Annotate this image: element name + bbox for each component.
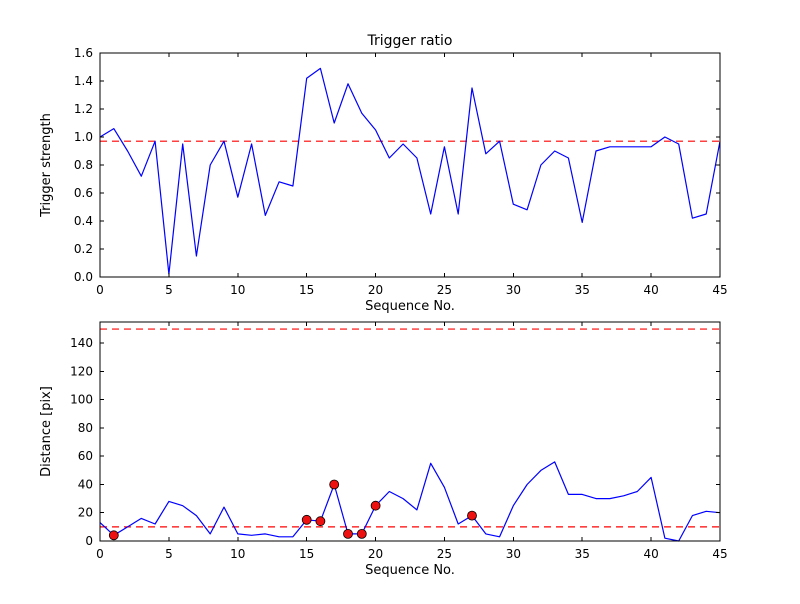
x-tick-label: 45 xyxy=(712,547,727,561)
x-tick-label: 40 xyxy=(643,547,658,561)
y-tick-label: 1.2 xyxy=(74,102,93,116)
marker-triggered-points xyxy=(467,510,477,521)
x-tick-label: 30 xyxy=(506,547,521,561)
y-tick-label: 1.4 xyxy=(74,74,93,88)
axes-frame xyxy=(99,321,721,542)
y-tick-label: 0.2 xyxy=(74,242,93,256)
y-tick-label: 1.0 xyxy=(74,130,93,144)
x-axis-label: Sequence No. xyxy=(365,299,455,314)
x-tick-label: 20 xyxy=(368,547,383,561)
marker-triggered-points xyxy=(108,530,119,541)
subplot-distance: 0 5 10 15 20 25 30 35 40 45 0 20 40 60 80 100 120 140 Sequ… xyxy=(39,321,728,578)
marker-triggered-points xyxy=(315,516,326,527)
chart-title: Trigger ratio xyxy=(366,33,452,49)
marker-triggered-points xyxy=(329,479,340,490)
x-tick-label: 35 xyxy=(575,283,590,297)
x-tick-label: 45 xyxy=(712,283,727,297)
y-tick-label: 80 xyxy=(78,421,93,435)
x-tick-label: 35 xyxy=(575,547,590,561)
y-axis-label: Trigger strength xyxy=(39,113,54,218)
marker-triggered-points xyxy=(356,529,367,539)
marker-triggered-points xyxy=(301,514,312,525)
x-tick-label: 10 xyxy=(230,547,245,561)
x-tick-label: 15 xyxy=(299,547,314,561)
y-tick-label: 0.8 xyxy=(74,158,93,172)
y-tick-label: 40 xyxy=(78,477,93,491)
x-tick-label: 25 xyxy=(437,547,452,561)
x-tick-label: 0 xyxy=(96,283,104,297)
y-tick-label: 60 xyxy=(78,449,93,463)
x-axis-label: Sequence No. xyxy=(365,563,455,578)
y-tick-label: 1.6 xyxy=(74,46,93,60)
x-tick-label: 10 xyxy=(230,283,245,297)
x-tick-label: 40 xyxy=(643,283,658,297)
x-tick-label: 20 xyxy=(368,283,383,297)
x-tick-label: 15 xyxy=(299,283,314,297)
x-tick-label: 30 xyxy=(506,283,521,297)
y-tick-label: 0.0 xyxy=(74,270,93,284)
y-tick-label: 0 xyxy=(85,534,93,548)
y-tick-label: 0.4 xyxy=(74,214,93,228)
x-tick-label: 5 xyxy=(165,547,173,561)
y-tick-label: 140 xyxy=(70,336,93,350)
x-tick-label: 0 xyxy=(96,547,104,561)
x-tick-label: 5 xyxy=(165,283,173,297)
y-tick-label: 100 xyxy=(70,393,93,407)
marker-triggered-points xyxy=(370,500,381,511)
marker-triggered-points xyxy=(343,529,353,539)
y-tick-label: 20 xyxy=(78,506,93,520)
subplot-trigger-ratio: 0 5 10 15 20 25 30 35 40 45 0.0 0.2 0.4 0.6 0.8 1.0 1.2 1… xyxy=(39,33,728,314)
x-tick-label: 25 xyxy=(437,283,452,297)
y-tick-label: 120 xyxy=(70,364,93,378)
y-tick-label: 0.6 xyxy=(74,186,93,200)
series-line-trigger-strength xyxy=(99,67,721,275)
axes-frame xyxy=(99,52,721,278)
series-line-distance-pix xyxy=(99,461,721,542)
y-axis-label: Distance [pix] xyxy=(39,386,54,477)
